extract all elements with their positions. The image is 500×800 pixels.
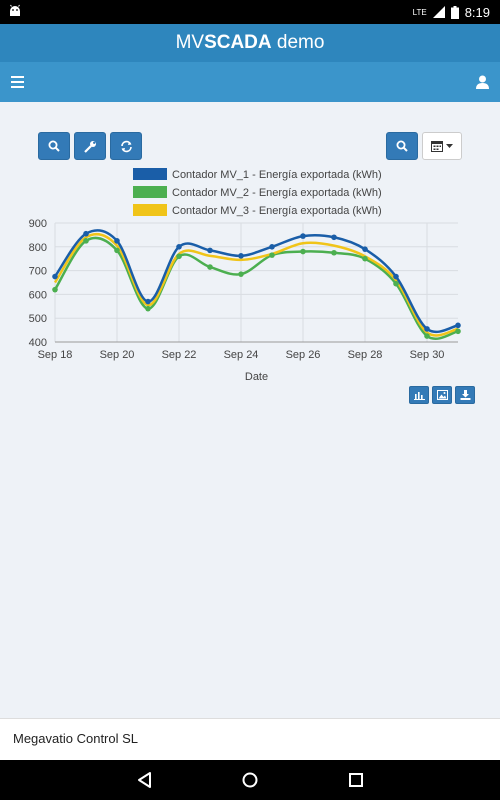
x-axis-label: Date	[245, 371, 268, 383]
app-title-suffix: demo	[271, 32, 325, 53]
x-tick-label: Sep 18	[38, 349, 73, 361]
legend-label: Contador MV_3 - Energía exportada (kWh)	[172, 205, 382, 217]
data-point	[393, 273, 399, 280]
data-point	[176, 253, 182, 260]
clock: 8:19	[464, 4, 490, 20]
refresh-icon	[120, 140, 132, 152]
hamburger-menu-icon[interactable]	[11, 76, 24, 88]
y-tick-label: 500	[29, 313, 47, 325]
back-icon[interactable]	[135, 770, 155, 790]
user-icon[interactable]	[476, 75, 489, 89]
data-point	[238, 253, 244, 259]
search-button-right[interactable]	[386, 132, 418, 160]
x-tick-label: Sep 22	[162, 349, 197, 361]
legend-label: Contador MV_1 - Energía exportada (kWh)	[172, 169, 382, 181]
data-point	[393, 280, 399, 287]
x-tick-label: Sep 30	[410, 349, 445, 361]
download-icon	[460, 390, 470, 400]
android-icon	[10, 4, 20, 16]
data-point	[455, 322, 461, 329]
settings-button[interactable]	[74, 132, 106, 160]
legend-swatch	[133, 204, 167, 216]
data-point	[300, 248, 306, 255]
data-point	[362, 255, 368, 262]
app-title-bold: SCADA	[204, 32, 272, 53]
data-point	[269, 252, 275, 258]
series-line	[53, 229, 459, 334]
refresh-button[interactable]	[110, 132, 142, 160]
data-point	[114, 238, 120, 244]
data-point	[145, 305, 151, 312]
data-point	[269, 244, 275, 250]
search-icon	[396, 140, 408, 152]
chart-type-button[interactable]	[409, 386, 429, 404]
data-point	[176, 244, 182, 250]
legend-swatch	[133, 168, 167, 180]
data-point	[52, 273, 58, 280]
data-point	[83, 238, 89, 244]
status-bar: LTE 8:19	[0, 0, 500, 24]
data-point	[238, 271, 244, 277]
system-nav-bar	[0, 760, 500, 800]
series-line	[53, 236, 459, 341]
data-point	[207, 247, 213, 254]
data-point	[455, 328, 461, 335]
date-picker-dropdown[interactable]	[422, 132, 462, 160]
y-tick-label: 800	[29, 242, 47, 254]
data-point	[331, 234, 337, 241]
nav-bar	[0, 62, 500, 102]
data-point	[300, 233, 306, 239]
series-line	[53, 232, 459, 337]
data-point	[424, 333, 430, 339]
caret-down-icon	[446, 143, 453, 148]
energy-chart: Contador MV_1 - Energía exportada (kWh) C…	[29, 168, 461, 383]
network-label: LTE	[412, 7, 427, 17]
app-title-bar: MVSCADA demo	[0, 24, 500, 62]
x-tick-label: Sep 24	[224, 349, 259, 361]
x-tick-label: Sep 20	[100, 349, 135, 361]
calendar-icon	[431, 141, 443, 152]
search-button[interactable]	[38, 132, 70, 160]
data-point	[362, 246, 368, 252]
image-icon	[436, 390, 448, 400]
footer: Megavatio Control SL	[0, 718, 500, 760]
x-tick-label: Sep 28	[348, 349, 383, 361]
y-tick-label: 900	[29, 218, 47, 230]
data-point	[145, 298, 151, 305]
battery-icon	[450, 5, 459, 19]
signal-icon	[432, 6, 445, 18]
data-point	[83, 230, 89, 237]
company-name: Megavatio Control SL	[13, 731, 139, 746]
home-icon[interactable]	[240, 770, 260, 790]
wrench-icon	[83, 140, 96, 153]
y-tick-label: 400	[29, 337, 47, 349]
data-point	[52, 286, 58, 293]
recents-icon[interactable]	[346, 770, 366, 790]
data-point	[331, 249, 337, 256]
download-button[interactable]	[455, 386, 475, 404]
legend-swatch	[133, 186, 167, 198]
y-tick-label: 600	[29, 289, 47, 301]
search-icon	[48, 140, 60, 152]
data-point	[424, 326, 430, 332]
legend-label: Contador MV_2 - Energía exportada (kWh)	[172, 187, 382, 199]
x-tick-label: Sep 26	[286, 349, 321, 361]
y-tick-label: 700	[29, 266, 47, 278]
app-title-prefix: MV	[175, 32, 205, 53]
data-point	[114, 247, 120, 254]
chart-icon	[413, 392, 425, 400]
export-image-button[interactable]	[432, 386, 452, 404]
data-point	[207, 264, 213, 270]
